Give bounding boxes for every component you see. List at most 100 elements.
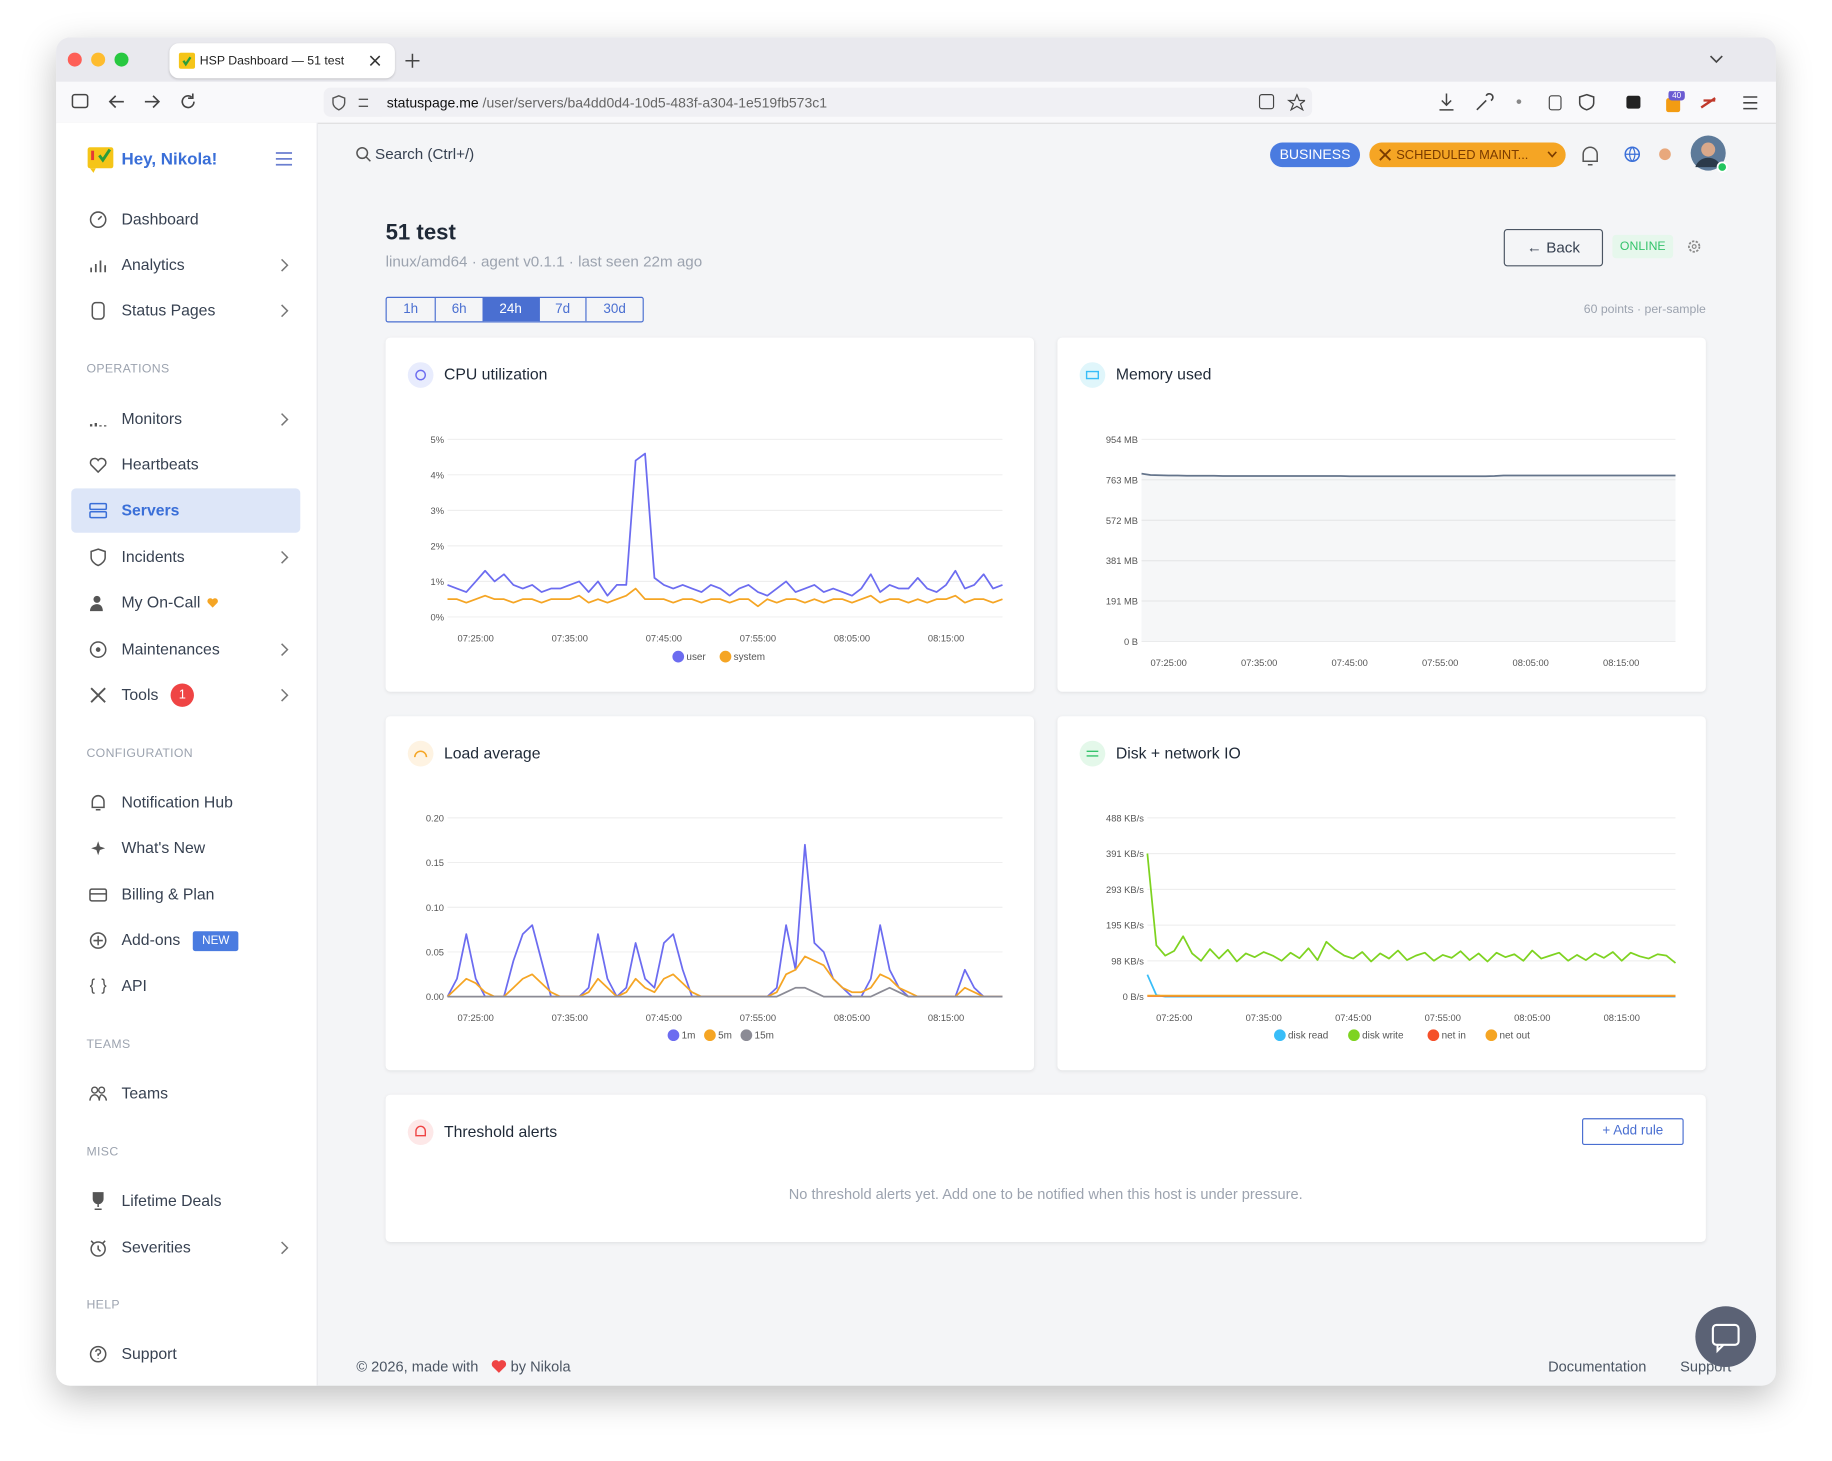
- line: [447, 587, 1003, 608]
- area: [1141, 473, 1676, 642]
- range-option[interactable]: 30d: [603, 302, 626, 317]
- nav-label: Maintenances: [121, 640, 220, 658]
- footer-link[interactable]: Documentation: [1548, 1358, 1647, 1376]
- add-rule-button[interactable]: + Add rule: [1582, 1118, 1684, 1146]
- nav-item[interactable]: Incidents: [71, 535, 300, 579]
- window-controls[interactable]: [65, 50, 135, 69]
- card-title: Threshold alerts: [443, 1122, 558, 1141]
- nav-item[interactable]: Severities: [71, 1226, 300, 1270]
- reload[interactable]: [181, 93, 195, 109]
- y-tick-label: 4%: [431, 470, 444, 480]
- settings-icon[interactable]: [1687, 240, 1701, 254]
- y-tick-label: 0 B/s: [1123, 992, 1145, 1002]
- nav-item[interactable]: Maintenances: [71, 627, 300, 671]
- tab[interactable]: HSP Dashboard — 51 test: [169, 43, 395, 79]
- y-tick-label: 5%: [431, 435, 444, 445]
- extensions[interactable]: 40: [1437, 91, 1764, 114]
- header-icons[interactable]: [1580, 144, 1720, 174]
- search[interactable]: Search (Ctrl+/): [375, 144, 475, 163]
- maintenance-badge[interactable]: SCHEDULED MAINT...: [1369, 142, 1566, 168]
- chat-button[interactable]: [1694, 1305, 1757, 1368]
- back-button[interactable]: ← Back: [1503, 229, 1604, 267]
- nav-icon: [90, 1240, 106, 1257]
- x-tick-label: 07:35:00: [552, 633, 588, 643]
- nav-icon: [89, 422, 107, 427]
- y-tick-label: 0.15: [426, 858, 444, 868]
- zoom-button[interactable]: [114, 52, 129, 67]
- url-host: statuspage.me: [386, 94, 479, 111]
- nav-icon: [92, 1192, 104, 1211]
- url-bar[interactable]: statuspage.me/user/servers/ba4dd0d4-10d5…: [323, 87, 1313, 117]
- sidebar-toggle[interactable]: [71, 93, 89, 109]
- nav-item[interactable]: API: [71, 964, 300, 1008]
- x-tick-label: 07:35:00: [552, 1013, 588, 1023]
- nav-label: My On-Call: [121, 593, 201, 612]
- nav-item-active[interactable]: Servers: [71, 488, 301, 533]
- y-tick-label: 1%: [431, 577, 444, 587]
- nav-item[interactable]: Dashboard: [71, 197, 300, 241]
- count-badge: 1: [170, 683, 194, 707]
- nav-label: Monitors: [121, 410, 182, 428]
- x-tick-label: 08:15:00: [1604, 1013, 1640, 1023]
- menu-toggle[interactable]: [275, 152, 293, 166]
- range-option-active[interactable]: 24h: [482, 297, 540, 322]
- y-tick-label: 0%: [431, 612, 444, 622]
- range-option[interactable]: 7d: [540, 297, 587, 322]
- x-tick-label: 08:05:00: [1514, 1013, 1550, 1023]
- nav-item[interactable]: Status Pages: [71, 289, 300, 333]
- x-tick-label: 08:05:00: [834, 1013, 870, 1023]
- nav-icon: [90, 260, 107, 273]
- nav-item[interactable]: What's New: [71, 826, 300, 870]
- section-heading: TEAMS: [86, 1037, 131, 1052]
- tab-close[interactable]: [369, 55, 381, 67]
- nav-buttons[interactable]: [70, 91, 201, 112]
- nav-item[interactable]: Notification Hub: [71, 780, 300, 824]
- new-tab[interactable]: [404, 53, 420, 69]
- nav-icon: [91, 301, 105, 320]
- minimize-button[interactable]: [91, 52, 106, 67]
- favicon: [178, 52, 196, 69]
- nav-label: Status Pages: [121, 301, 216, 319]
- tab-list[interactable]: [1708, 54, 1724, 66]
- x-tick-label: 07:45:00: [646, 633, 682, 643]
- y-tick-label: 293 KB/s: [1106, 885, 1144, 895]
- y-tick-label: 191 MB: [1106, 596, 1138, 606]
- legend-swatch: [672, 650, 685, 663]
- close-button[interactable]: [67, 52, 82, 67]
- nav-item[interactable]: Heartbeats: [71, 443, 300, 487]
- y-tick-label: 0.20: [426, 813, 444, 823]
- y-tick-label: 3%: [431, 506, 444, 516]
- dropdown-caret: [1547, 151, 1557, 158]
- y-tick-label: 488 KB/s: [1106, 813, 1144, 823]
- nav-item[interactable]: Teams: [71, 1071, 300, 1115]
- range-selector[interactable]: 1h 6h 24h 7d 30d: [385, 296, 644, 323]
- range-option[interactable]: 1h: [387, 297, 436, 322]
- page-title: 51 test: [385, 220, 456, 246]
- nav-item[interactable]: Tools 1: [71, 673, 300, 717]
- nav-item[interactable]: Analytics: [71, 243, 300, 287]
- section-heading: HELP: [86, 1298, 120, 1313]
- nav-item[interactable]: Monitors: [71, 397, 300, 441]
- legend-swatch: [1348, 1029, 1360, 1042]
- nav-item[interactable]: My On-Call: [71, 581, 300, 625]
- avatar[interactable]: [1690, 134, 1730, 174]
- legend-swatch: [704, 1029, 716, 1042]
- legend-label: 5m: [718, 1031, 732, 1042]
- nav-item[interactable]: Add-ons NEW: [71, 918, 300, 962]
- x-tick-label: 08:15:00: [928, 633, 964, 643]
- forward-arrow[interactable]: [144, 95, 161, 109]
- x-tick-label: 07:25:00: [1156, 1013, 1192, 1023]
- x-tick-label: 07:55:00: [740, 1013, 776, 1023]
- chevron: [281, 643, 289, 657]
- url-actions[interactable]: [1258, 93, 1306, 111]
- nav-item[interactable]: Lifetime Deals: [71, 1179, 300, 1223]
- nav-item[interactable]: Support: [71, 1332, 300, 1376]
- plan-badge[interactable]: BUSINESS: [1270, 142, 1361, 168]
- legend-label: user: [686, 652, 706, 663]
- legend-swatch: [1485, 1029, 1498, 1042]
- back-arrow[interactable]: [108, 95, 124, 109]
- nav-icon: [89, 888, 108, 902]
- nav-item[interactable]: Billing & Plan: [71, 873, 300, 917]
- y-tick-label: 763 MB: [1106, 475, 1138, 485]
